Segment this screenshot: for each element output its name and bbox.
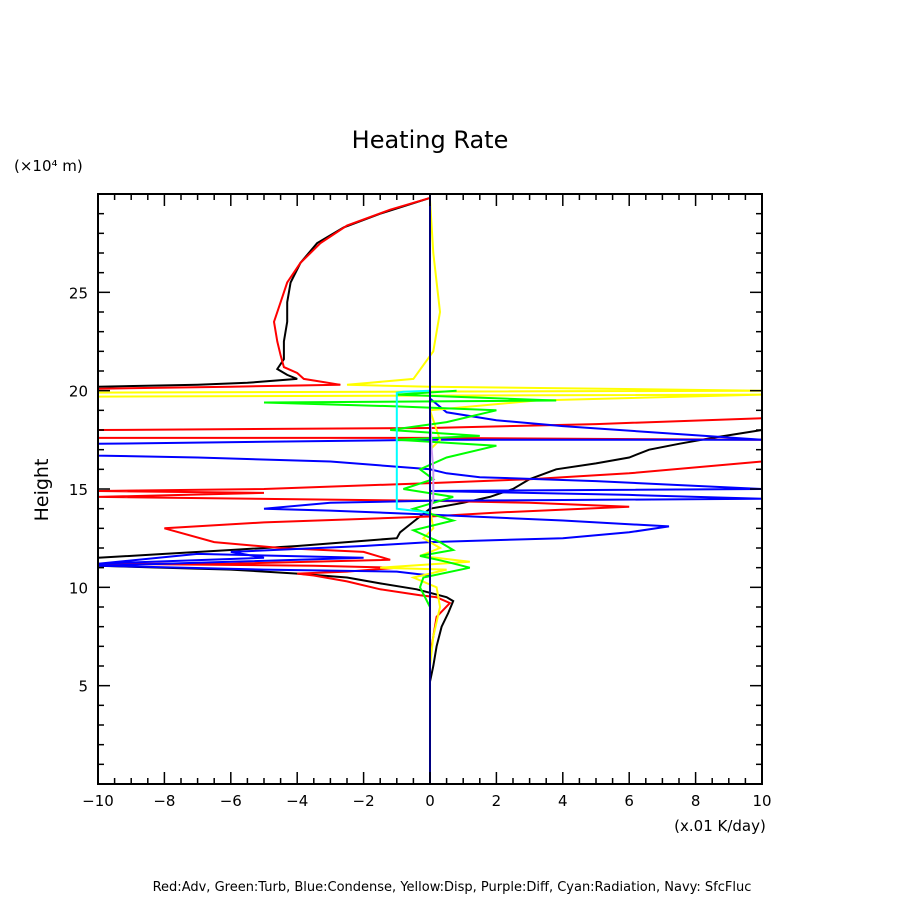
axes-layer: [97, 193, 763, 785]
series-line-total-upper: [98, 196, 431, 388]
y-tick-label: 25: [69, 284, 88, 302]
x-tick-label: −8: [153, 792, 175, 810]
x-tick-label: 0: [425, 792, 435, 810]
x-axis-label: (x.01 K/day): [674, 817, 766, 835]
x-tick-label: −10: [82, 792, 114, 810]
y-unit-label: (×10⁴ m): [14, 157, 83, 175]
x-tick-label: −6: [220, 792, 242, 810]
x-tick-label: 2: [492, 792, 502, 810]
tick-labels: −10 −8 −6 −4 −2 0 2 4 6 8 10 5 10 15 20 25: [69, 284, 772, 810]
y-axis-label: Height: [31, 459, 53, 522]
x-tick-label: 4: [558, 792, 568, 810]
series-layer: [98, 194, 762, 784]
y-tick-label: 20: [69, 383, 88, 401]
series-line-disp: [98, 199, 762, 667]
x-tick-label: −2: [353, 792, 375, 810]
y-tick-label: 15: [69, 481, 88, 499]
series-line-adv-upper: [98, 196, 431, 390]
legend-caption: Red:Adv, Green:Turb, Blue:Condense, Yell…: [153, 880, 752, 895]
x-tick-label: 10: [752, 792, 771, 810]
series-line-radiation: [395, 389, 431, 514]
series-line-adv: [98, 417, 762, 657]
series-line-condense: [98, 397, 762, 577]
y-tick-label: 10: [69, 579, 88, 597]
series-line-diff: [429, 410, 435, 511]
chart-title: Heating Rate: [352, 126, 509, 154]
x-tick-label: 8: [691, 792, 701, 810]
y-tick-label: 5: [78, 678, 88, 696]
x-tick-label: −4: [286, 792, 308, 810]
x-tick-label: 6: [624, 792, 634, 810]
series-line-total: [98, 429, 762, 682]
